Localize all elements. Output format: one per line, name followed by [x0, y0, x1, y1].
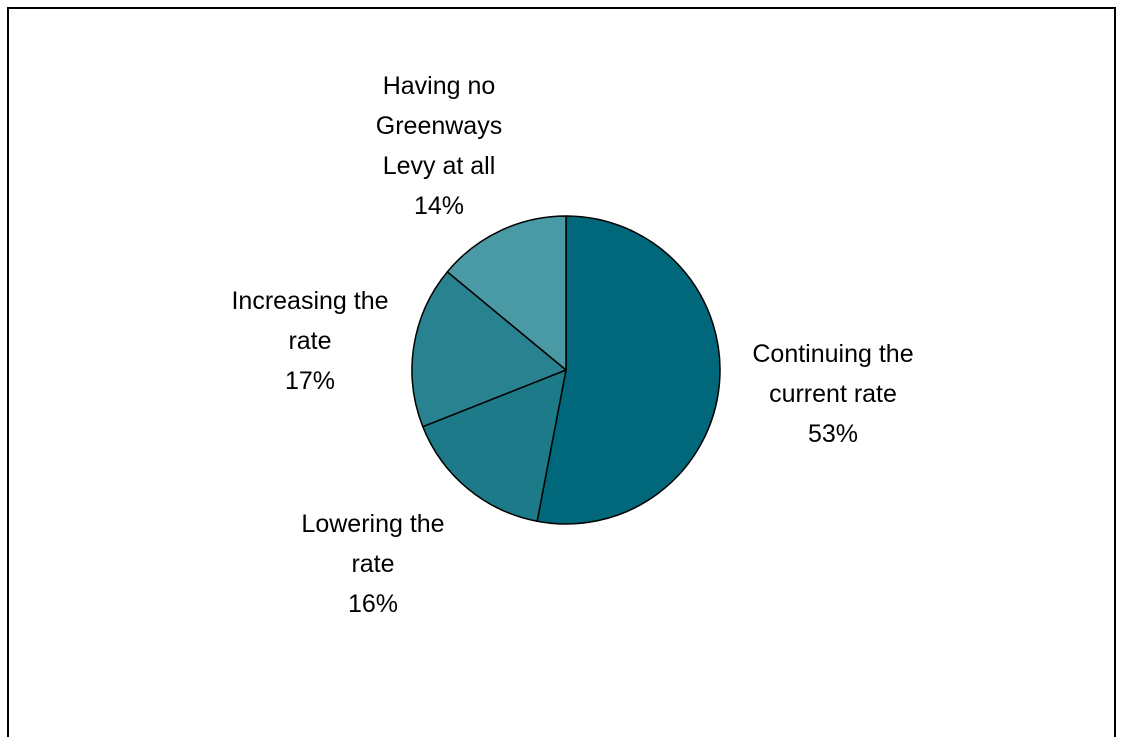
slice-name-label: Continuing the — [752, 340, 913, 368]
pie-slice-0 — [536, 215, 721, 525]
slice-name-label: Lowering the — [301, 510, 444, 538]
slice-name-label: current rate — [769, 380, 897, 408]
slices-layer — [411, 215, 721, 525]
pie-slice-2 — [411, 271, 567, 428]
slice-name-label: rate — [288, 327, 331, 355]
slice-percent-label: 17% — [285, 367, 335, 395]
slice-label-group-0: Continuing the current rate 53% — [752, 340, 913, 448]
slice-name-label: Having no — [383, 72, 496, 100]
slice-label-group-2: Increasing the rate 17% — [231, 287, 388, 395]
slice-percent-label: 53% — [808, 420, 858, 448]
pie-slice-3 — [446, 215, 567, 371]
labels-layer: Continuing the current rate 53% Lowering th… — [231, 72, 913, 618]
pie-slice-1 — [422, 369, 567, 523]
slice-name-label: Greenways — [376, 112, 502, 140]
slice-percent-label: 16% — [348, 590, 398, 618]
slice-percent-label: 14% — [414, 192, 464, 220]
slice-name-label: Levy at all — [383, 152, 496, 180]
slice-label-group-3: Having no Greenways Levy at all 14% — [376, 72, 502, 220]
slice-name-label: Increasing the — [231, 287, 388, 315]
slice-label-group-1: Lowering the rate 16% — [301, 510, 444, 618]
slice-name-label: rate — [351, 550, 394, 578]
